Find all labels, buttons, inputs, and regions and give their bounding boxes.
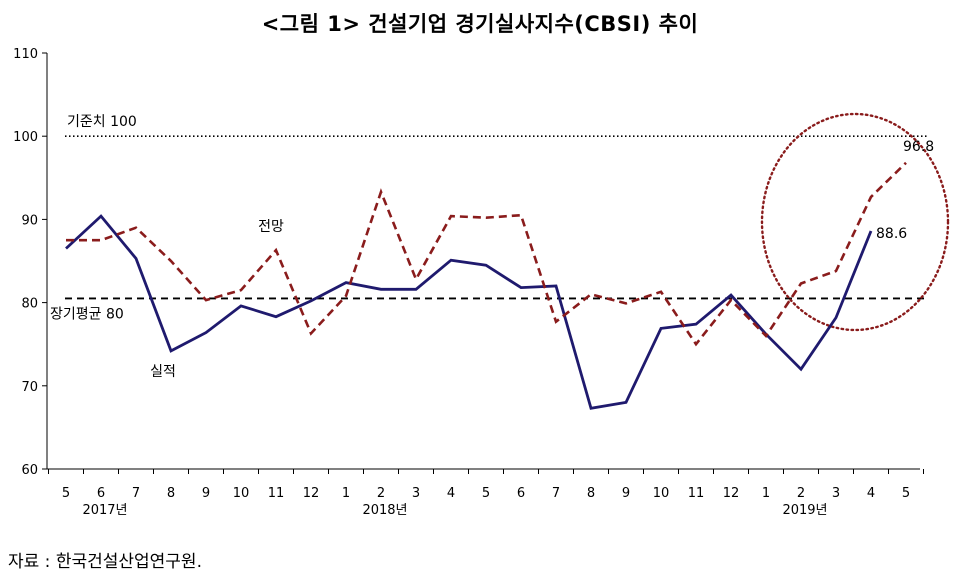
x-tick-label: 9: [622, 486, 630, 501]
x-tick-label: 9: [202, 486, 210, 501]
x-tick-label: 1: [342, 486, 350, 501]
x-tick-label: 2: [377, 486, 385, 501]
y-tick-label: 110: [13, 47, 38, 62]
x-tick-label: 11: [688, 486, 705, 501]
x-tick-label: 6: [517, 486, 525, 501]
x-tick-label: 11: [268, 486, 285, 501]
x-tick-label: 6: [97, 486, 105, 501]
x-tick-label: 3: [832, 486, 840, 501]
x-tick-label: 8: [167, 486, 175, 501]
y-tick-label: 80: [21, 297, 38, 312]
x-tick-label: 12: [723, 486, 740, 501]
series-label: 전망: [258, 219, 284, 235]
x-tick-label: 5: [62, 486, 70, 501]
x-tick-label: 7: [552, 486, 560, 501]
highlight-circle: [760, 112, 950, 332]
x-tick-label: 12: [303, 486, 320, 501]
year-label: 2019년: [782, 503, 827, 518]
series-line-forecast: [66, 161, 907, 347]
x-tick-label: 5: [902, 486, 910, 501]
x-tick-label: 4: [447, 486, 455, 501]
series-lines: [65, 161, 907, 410]
reference-line-label: 기준치 100: [67, 114, 137, 130]
series-line-actual: [65, 214, 873, 410]
chart-title: <그림 1> 건설기업 경기실사지수(CBSI) 추이: [261, 12, 699, 36]
y-tick-label: 60: [21, 463, 38, 478]
source-note: 자료 : 한국건설산업연구원.: [8, 552, 202, 572]
data-label: 88.6: [876, 226, 907, 242]
x-tick-label: 7: [132, 486, 140, 501]
x-tick-label: 2: [797, 486, 805, 501]
x-tick-label: 4: [867, 486, 875, 501]
reference-line-label: 장기평균 80: [50, 306, 124, 322]
x-tick-label: 3: [412, 486, 420, 501]
reference-lines: 기준치 100 장기평균 80: [50, 112, 950, 332]
x-tick-label: 10: [653, 486, 670, 501]
year-label: 2017년: [82, 503, 127, 518]
x-tick-label: 5: [482, 486, 490, 501]
x-tick-label: 1: [762, 486, 770, 501]
year-label: 2018년: [362, 503, 407, 518]
series-label: 실적: [150, 364, 176, 380]
x-tick-label: 10: [233, 486, 250, 501]
y-tick-label: 90: [21, 213, 38, 228]
y-tick-label: 100: [13, 130, 38, 145]
data-label: 96.8: [903, 139, 934, 155]
x-tick-label: 8: [587, 486, 595, 501]
y-tick-label: 70: [21, 380, 38, 395]
